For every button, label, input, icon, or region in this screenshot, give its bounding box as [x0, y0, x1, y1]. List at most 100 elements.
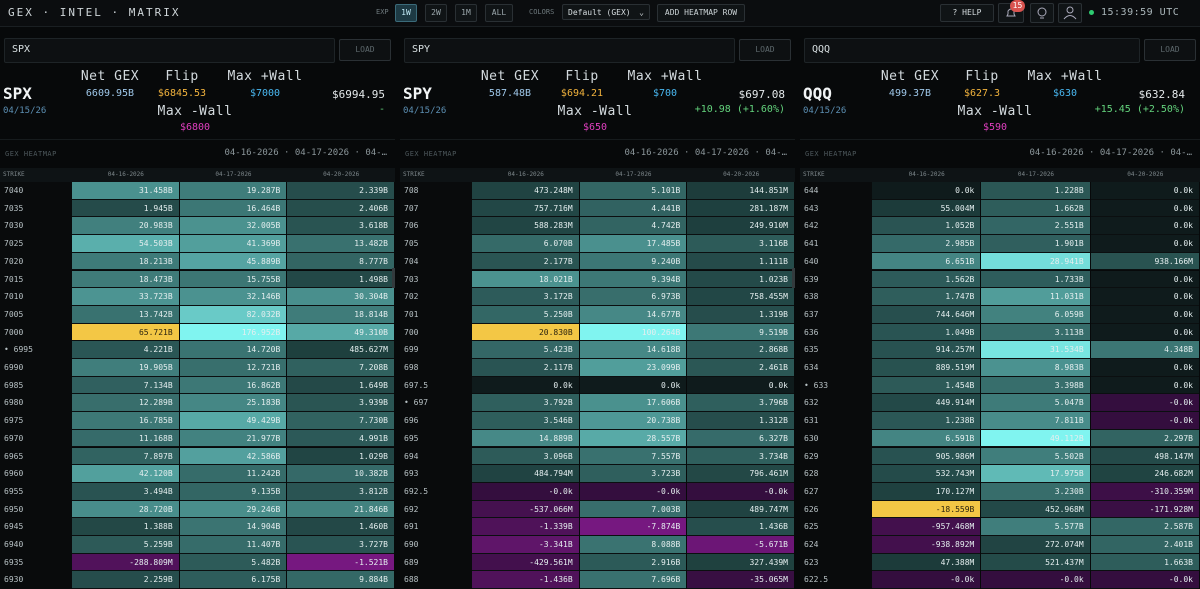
heatmap-cell[interactable]: 14.618B [579, 341, 687, 359]
heatmap-cell[interactable]: 18.213B [72, 252, 179, 271]
heatmap-cell[interactable]: 521.437M [981, 553, 1090, 572]
heatmap-cell[interactable]: 10.382B [287, 465, 394, 483]
heatmap-cell[interactable]: 532.743M [872, 465, 981, 483]
heatmap-cell[interactable]: -35.065M [687, 571, 794, 589]
heatmap-cell[interactable]: 1.901B [981, 235, 1090, 253]
heatmap-cell[interactable]: 16.785B [72, 412, 179, 430]
user-button[interactable] [1058, 3, 1082, 23]
heatmap-cell[interactable]: 3.734B [687, 447, 794, 466]
heatmap-cell[interactable]: 5.259B [72, 536, 179, 554]
load-button[interactable]: LOAD [1144, 39, 1196, 61]
heatmap-cell[interactable]: 9.519B [687, 323, 794, 342]
heatmap-cell[interactable]: 0.0k [1090, 182, 1199, 200]
heatmap-cell[interactable]: 14.677B [579, 305, 687, 324]
heatmap-cell[interactable]: 176.952B [179, 323, 287, 342]
heatmap-cell[interactable]: 6.175B [179, 571, 287, 589]
heatmap-cell[interactable]: 5.101B [579, 182, 687, 200]
heatmap-cell[interactable]: 8.777B [287, 252, 394, 271]
heatmap-cell[interactable]: 1.319B [687, 305, 794, 324]
heatmap-cell[interactable]: 9.135B [179, 482, 287, 501]
heatmap-cell[interactable]: 7.696B [579, 571, 687, 589]
heatmap-cell[interactable]: 3.792B [472, 394, 579, 413]
heatmap-cell[interactable]: 17.485B [579, 235, 687, 253]
heatmap-cell[interactable]: 11.168B [72, 429, 179, 448]
heatmap-cell[interactable]: 17.606B [579, 394, 687, 413]
heatmap-cell[interactable]: 1.733B [981, 270, 1090, 289]
heatmap-cell[interactable]: 905.986M [872, 447, 981, 466]
heatmap-cell[interactable]: 19.287B [179, 182, 287, 200]
heatmap-cell[interactable]: 170.127M [872, 482, 981, 501]
heatmap-cell[interactable]: 7.730B [287, 412, 394, 430]
heatmap-cell[interactable]: 11.031B [981, 288, 1090, 306]
heatmap-cell[interactable]: 7.557B [579, 447, 687, 466]
exp-option[interactable]: 2W [425, 4, 447, 22]
heatmap-cell[interactable]: 3.723B [579, 465, 687, 483]
heatmap-cell[interactable]: 49.429B [179, 412, 287, 430]
heatmap-cell[interactable]: 6.591B [872, 429, 981, 448]
heatmap-cell[interactable]: 5.577B [981, 518, 1090, 536]
heatmap-cell[interactable]: 3.096B [472, 447, 579, 466]
heatmap-cell[interactable]: -171.928M [1090, 500, 1199, 519]
heatmap-cell[interactable]: 2.461B [687, 359, 794, 377]
heatmap-cell[interactable]: 15.755B [179, 270, 287, 289]
heatmap-cell[interactable]: 31.534B [981, 341, 1090, 359]
heatmap-cell[interactable]: 3.113B [981, 323, 1090, 342]
heatmap-cell[interactable]: 3.939B [287, 394, 394, 413]
heatmap-cell[interactable]: -938.892M [872, 536, 981, 554]
heatmap-cell[interactable]: 0.0k [1090, 270, 1199, 289]
heatmap-cell[interactable]: 3.230B [981, 482, 1090, 501]
heatmap-cell[interactable]: -0.0k [872, 571, 981, 589]
heatmap-cell[interactable]: 30.304B [287, 288, 394, 306]
heatmap-cell[interactable]: 33.723B [72, 288, 179, 306]
heatmap-cell[interactable]: 32.005B [179, 217, 287, 236]
heatmap-cell[interactable]: 796.461M [687, 465, 794, 483]
heatmap-cell[interactable]: 2.297B [1090, 429, 1199, 448]
heatmap-cell[interactable]: 2.259B [72, 571, 179, 589]
heatmap-cell[interactable]: -5.671B [687, 536, 794, 554]
heatmap-cell[interactable]: -0.0k [1090, 571, 1199, 589]
heatmap-cell[interactable]: 16.862B [179, 376, 287, 395]
exp-option[interactable]: 1W [395, 4, 417, 22]
heatmap-cell[interactable]: 9.884B [287, 571, 394, 589]
heatmap-cell[interactable]: 6.059B [981, 305, 1090, 324]
heatmap-cell[interactable]: 6.070B [472, 235, 579, 253]
heatmap-cell[interactable]: 20.983B [72, 217, 179, 236]
heatmap-cell[interactable]: 2.177B [472, 252, 579, 271]
heatmap-cell[interactable]: 18.021B [472, 270, 579, 289]
heatmap-cell[interactable]: 5.423B [472, 341, 579, 359]
heatmap-cell[interactable]: 17.975B [981, 465, 1090, 483]
heatmap-cell[interactable]: 3.172B [472, 288, 579, 306]
heatmap-cell[interactable]: 5.250B [472, 305, 579, 324]
heatmap-cell[interactable]: -0.0k [1090, 394, 1199, 413]
heatmap-cell[interactable]: 485.627M [287, 341, 394, 359]
heatmap-cell[interactable]: 1.049B [872, 323, 981, 342]
heatmap-cell[interactable]: 1.945B [72, 199, 179, 218]
heatmap-cell[interactable]: -7.874B [579, 518, 687, 536]
heatmap-cell[interactable]: 1.052B [872, 217, 981, 236]
heatmap-cell[interactable]: 484.794M [472, 465, 579, 483]
heatmap-cell[interactable]: 23.099B [579, 359, 687, 377]
heatmap-cell[interactable]: 8.088B [579, 536, 687, 554]
heatmap-cell[interactable]: 3.812B [287, 482, 394, 501]
heatmap-cell[interactable]: 744.646M [872, 305, 981, 324]
heatmap-cell[interactable]: 20.830B [472, 323, 579, 342]
heatmap-cell[interactable]: 2.868B [687, 341, 794, 359]
heatmap-cell[interactable]: 0.0k [687, 376, 794, 395]
heatmap-cell[interactable]: -957.468M [872, 518, 981, 536]
heatmap-cell[interactable]: 1.498B [287, 270, 394, 289]
heatmap-cell[interactable]: 21.846B [287, 500, 394, 519]
heatmap-cell[interactable]: 1.388B [72, 518, 179, 536]
heatmap-cell[interactable]: 757.716M [472, 199, 579, 218]
exp-option[interactable]: ALL [485, 4, 513, 22]
heatmap-cell[interactable]: 25.183B [179, 394, 287, 413]
heatmap-cell[interactable]: -1.436B [472, 571, 579, 589]
heatmap-cell[interactable]: -1.521B [287, 553, 394, 572]
heatmap-cell[interactable]: 1.436B [687, 518, 794, 536]
heatmap-cell[interactable]: 49.112B [981, 429, 1090, 448]
heatmap-cell[interactable]: 49.310B [287, 323, 394, 342]
heatmap-cell[interactable]: 5.482B [179, 553, 287, 572]
heatmap-cell[interactable]: 1.111B [687, 252, 794, 271]
heatmap-cell[interactable]: 11.407B [179, 536, 287, 554]
heatmap-cell[interactable]: 8.983B [981, 359, 1090, 377]
heatmap-cell[interactable]: 7.208B [287, 359, 394, 377]
